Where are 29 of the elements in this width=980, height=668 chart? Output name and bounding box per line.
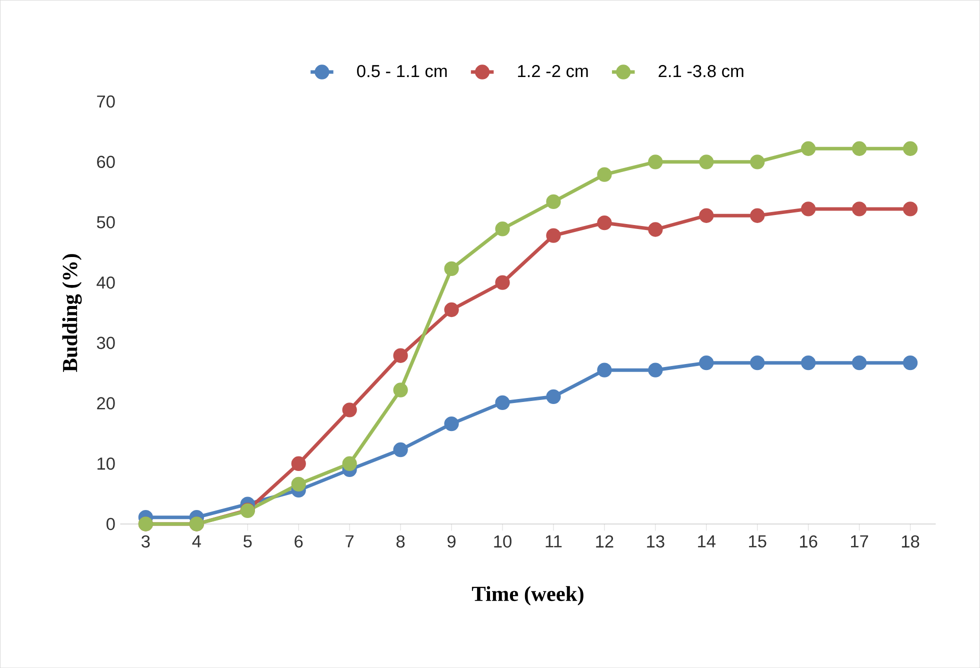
y-tick-label: 50	[96, 216, 115, 228]
x-tick-label: 11	[546, 535, 562, 548]
x-tick-label: 14	[698, 535, 716, 548]
x-tick-label: 7	[346, 535, 354, 548]
x-tick-label: 8	[396, 535, 405, 548]
y-tick-label: 40	[96, 276, 115, 289]
x-tick-label: 4	[192, 535, 201, 548]
x-tick-label: 6	[294, 535, 303, 548]
x-tick-label: 10	[494, 535, 512, 548]
x-tick-label: 3	[142, 535, 150, 548]
x-tick-label: 12	[596, 535, 614, 548]
x-tick-label: 9	[448, 535, 456, 548]
y-tick-label: 70	[97, 95, 115, 108]
x-tick-label: 17	[850, 535, 868, 548]
x-tick-label: 5	[244, 535, 252, 548]
x-tick-label: 18	[902, 535, 920, 548]
legend-label: 2.1 -3.8 cm	[658, 64, 744, 78]
y-tick-label: 60	[97, 156, 115, 168]
x-tick-label: 16	[800, 535, 818, 548]
y-tick-label: 30	[96, 336, 115, 349]
y-tick-label: 20	[97, 397, 115, 410]
y-tick-label: 10	[98, 457, 115, 470]
x-tick-label: 15	[749, 535, 766, 548]
legend-label: 1.2 -2 cm	[518, 64, 588, 78]
legend-label: 0.5 - 1.1 cm	[357, 64, 447, 78]
y-tick-label: 0	[106, 518, 115, 530]
y-axis-title: Budding (%)	[62, 254, 82, 372]
x-tick-label: 13	[647, 535, 664, 548]
x-axis-title: Time (week)	[472, 586, 584, 606]
